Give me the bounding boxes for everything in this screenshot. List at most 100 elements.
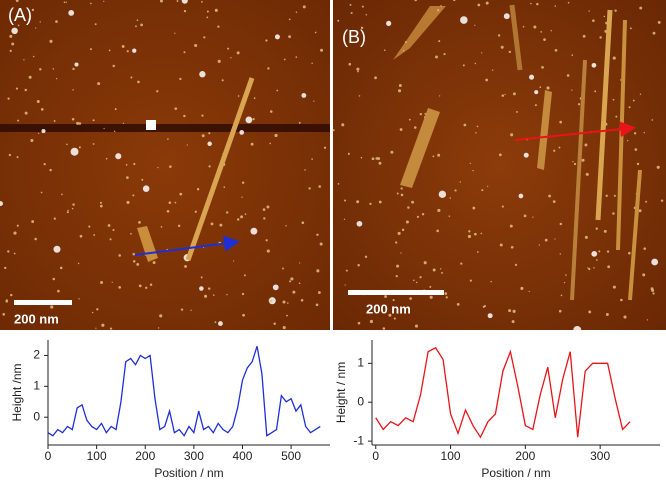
speck (71, 207, 74, 210)
speck (66, 143, 68, 146)
speck (344, 284, 346, 286)
speck (532, 216, 534, 218)
speck (90, 2, 92, 5)
speck (63, 1, 66, 4)
speck (109, 327, 113, 330)
speck (219, 223, 223, 227)
speck (242, 313, 245, 317)
speck (174, 107, 178, 111)
speck (481, 189, 484, 192)
speck (657, 20, 661, 24)
speck (7, 97, 10, 100)
speck (190, 309, 192, 311)
speck (93, 234, 96, 236)
speck (130, 232, 132, 235)
x-tick-label: 300 (184, 449, 204, 463)
speck (612, 56, 616, 60)
speck (208, 165, 211, 168)
speck (323, 146, 327, 149)
speck (432, 268, 436, 272)
speck (510, 133, 514, 137)
speck (548, 194, 552, 198)
speck (360, 26, 364, 30)
speck (512, 92, 516, 96)
speck (392, 306, 395, 309)
speck (467, 234, 472, 239)
speck (500, 45, 504, 49)
speck (24, 88, 28, 92)
speck (31, 220, 35, 223)
speck (651, 119, 654, 121)
speck (441, 271, 443, 274)
speck (484, 305, 487, 308)
speck (632, 99, 635, 102)
speck (201, 134, 205, 138)
speck (241, 292, 245, 296)
speck (530, 2, 532, 5)
speck (411, 200, 415, 204)
x-tick-label: 200 (515, 449, 535, 463)
speck (348, 62, 352, 66)
speck (378, 200, 382, 204)
speck (554, 238, 556, 240)
speck (7, 250, 10, 253)
speck (232, 260, 235, 262)
speck (595, 227, 598, 230)
speck (186, 144, 188, 146)
speck (628, 251, 631, 255)
speck (66, 211, 69, 214)
speck (407, 206, 410, 209)
speck (252, 117, 255, 121)
speck (282, 267, 284, 270)
speck (552, 200, 556, 203)
speck (344, 199, 347, 202)
image-background (333, 0, 666, 330)
speck (227, 47, 230, 50)
speck (421, 212, 425, 216)
speck (288, 18, 291, 21)
speck (476, 251, 479, 253)
speck (607, 265, 611, 269)
speck (588, 10, 590, 12)
speck (318, 185, 321, 188)
speck (598, 250, 601, 253)
speck (31, 8, 35, 12)
speck (398, 84, 402, 87)
speck (295, 56, 298, 58)
speck (74, 62, 79, 67)
speck (65, 1, 67, 3)
fiber (185, 77, 255, 261)
speck (266, 249, 270, 253)
speck (142, 185, 150, 192)
speck (593, 267, 595, 269)
y-tick-label: 1 (357, 356, 364, 370)
speck (581, 158, 585, 162)
speck (180, 308, 184, 311)
speck (243, 274, 246, 277)
speck (177, 224, 181, 228)
speck (518, 193, 524, 199)
speck (316, 233, 319, 237)
speck (112, 228, 115, 232)
speck (245, 116, 253, 124)
speck (636, 162, 640, 166)
speck (196, 188, 200, 191)
speck (378, 161, 382, 165)
speck (34, 237, 37, 241)
speck (501, 94, 505, 97)
speck (112, 64, 115, 68)
speck (639, 93, 642, 95)
speck (15, 0, 19, 2)
speck (603, 15, 606, 18)
speck (207, 141, 212, 147)
speck (615, 115, 618, 118)
speck (481, 52, 483, 54)
speck (126, 200, 130, 204)
speck (485, 78, 489, 82)
speck (638, 209, 642, 213)
speck (584, 235, 588, 239)
speck (651, 258, 659, 266)
speck (660, 199, 664, 202)
speck (337, 19, 340, 22)
speck (437, 208, 441, 213)
